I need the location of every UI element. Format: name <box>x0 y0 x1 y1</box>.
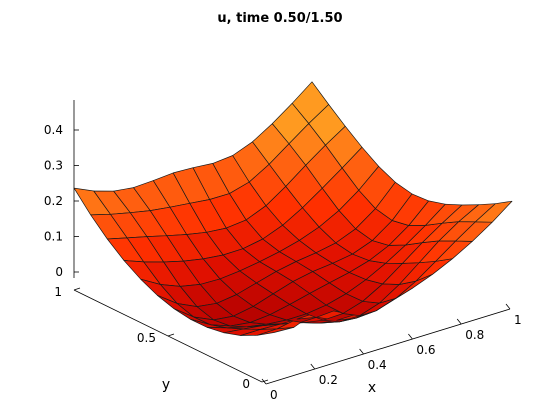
x-tick-mark <box>408 333 413 340</box>
y-tick-label: 1 <box>54 285 62 299</box>
surface-mesh <box>73 81 513 336</box>
y-tick-label: 0 <box>242 377 250 391</box>
z-tick-label: 0.4 <box>44 123 63 137</box>
x-tick-label: 0.8 <box>465 328 484 342</box>
x-tick-label: 0 <box>270 388 278 402</box>
x-tick-mark <box>359 348 364 355</box>
x-tick-label: 1 <box>514 313 522 327</box>
x-tick-label: 0.2 <box>319 373 338 387</box>
chart-title: u, time 0.50/1.50 <box>217 11 342 26</box>
y-tick-mark <box>73 287 81 291</box>
x-tick-label: 0.6 <box>416 343 435 357</box>
z-tick-label: 0.3 <box>44 159 63 173</box>
z-tick-label: 0 <box>55 265 63 279</box>
x-tick-label: 0.4 <box>368 358 387 372</box>
x-tick-mark <box>456 318 462 325</box>
y-tick-mark <box>261 379 269 383</box>
z-tick-label: 0.2 <box>44 194 63 208</box>
x-tick-mark <box>505 303 511 310</box>
x-tick-mark <box>310 363 316 370</box>
x-axis-label: x <box>368 380 376 396</box>
y-tick-label: 0.5 <box>137 331 156 345</box>
axes-group: 0 0.1 0.2 0.3 0.4 0 0.5 1 0 0.2 0.4 0.6 0.8 1 <box>44 100 522 402</box>
z-tick-label: 0.1 <box>44 230 63 244</box>
x-axis-line <box>265 308 511 385</box>
surface-patch <box>475 200 513 223</box>
y-axis-label: y <box>162 377 170 393</box>
y-tick-mark <box>167 333 175 337</box>
x-tick-mark <box>261 378 267 385</box>
